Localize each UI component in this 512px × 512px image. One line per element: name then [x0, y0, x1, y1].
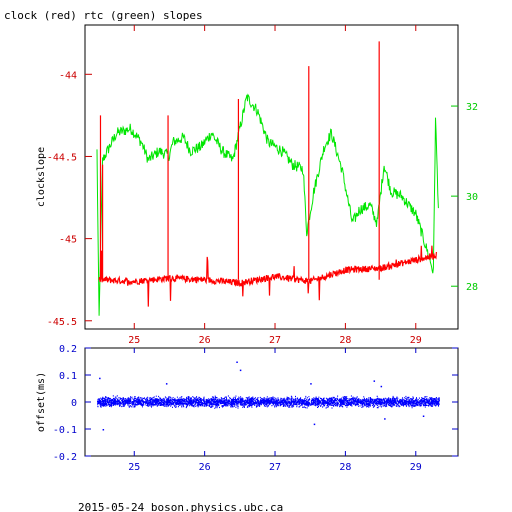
offset-outlier-point — [239, 369, 242, 372]
bottom-panel: 25 26 27 28 29 0.2 0.1 0 -0.1 -0.2 — [53, 344, 458, 473]
offset-outlier-point — [373, 380, 376, 382]
top-panel-frame — [84, 24, 459, 330]
offset-outlier-point — [384, 418, 386, 420]
top-x-tick-label: 27 — [269, 335, 281, 346]
offset-outlier-point — [380, 385, 383, 388]
top-ylabel: clockslope — [36, 147, 47, 207]
bottom-y-tick-label: -0.2 — [53, 452, 77, 463]
offset-band-points — [97, 395, 440, 409]
offset-outlier-point — [310, 383, 312, 385]
footer-text: 2015-05-24 boson.physics.ubc.ca — [78, 501, 283, 512]
top-x-tick-label: 25 — [128, 335, 140, 346]
top-right-tick-label: 28 — [466, 282, 478, 293]
offset-outlier-point — [236, 361, 238, 363]
bottom-y-tick-label: 0 — [71, 398, 77, 409]
top-right-tick-label: 30 — [466, 192, 478, 203]
offset-outlier-point — [102, 429, 105, 431]
bottom-y-tick-label: -0.1 — [53, 425, 77, 436]
bottom-x-tick-label: 29 — [410, 462, 422, 473]
top-left-tick-label: -45 — [59, 235, 77, 246]
bottom-y-tick-label: 0.1 — [59, 371, 77, 382]
rtc-series-line — [96, 93, 439, 316]
bottom-x-tick-label: 26 — [199, 462, 211, 473]
top-left-tick-label: -44 — [59, 70, 77, 81]
bottom-x-tick-label: 28 — [339, 462, 351, 473]
top-left-tick-label: -44.5 — [47, 152, 77, 163]
bottom-y-tick-label: 0.2 — [59, 344, 77, 355]
offset-outlier-point — [313, 423, 316, 426]
top-x-tick-label: 28 — [339, 335, 351, 346]
bottom-ylabel: offset(ms) — [36, 372, 47, 432]
top-x-tick-label: 26 — [199, 335, 211, 346]
bottom-x-tick-label: 27 — [269, 462, 281, 473]
top-x-tick-label: 29 — [410, 335, 422, 346]
top-panel: 25 26 27 28 29 -44 -44.5 -45 -45.5 28 30 32 — [47, 25, 478, 346]
top-right-tick-label: 32 — [466, 102, 478, 113]
bottom-x-tick-label: 25 — [128, 462, 140, 473]
offset-outlier-point — [165, 383, 168, 385]
clock-series-line — [98, 245, 437, 307]
offset-outlier-point — [422, 415, 425, 417]
offset-outlier-point — [99, 377, 101, 380]
top-left-tick-label: -45.5 — [47, 317, 77, 328]
chart-title: clock (red) rtc (green) slopes — [4, 9, 203, 22]
